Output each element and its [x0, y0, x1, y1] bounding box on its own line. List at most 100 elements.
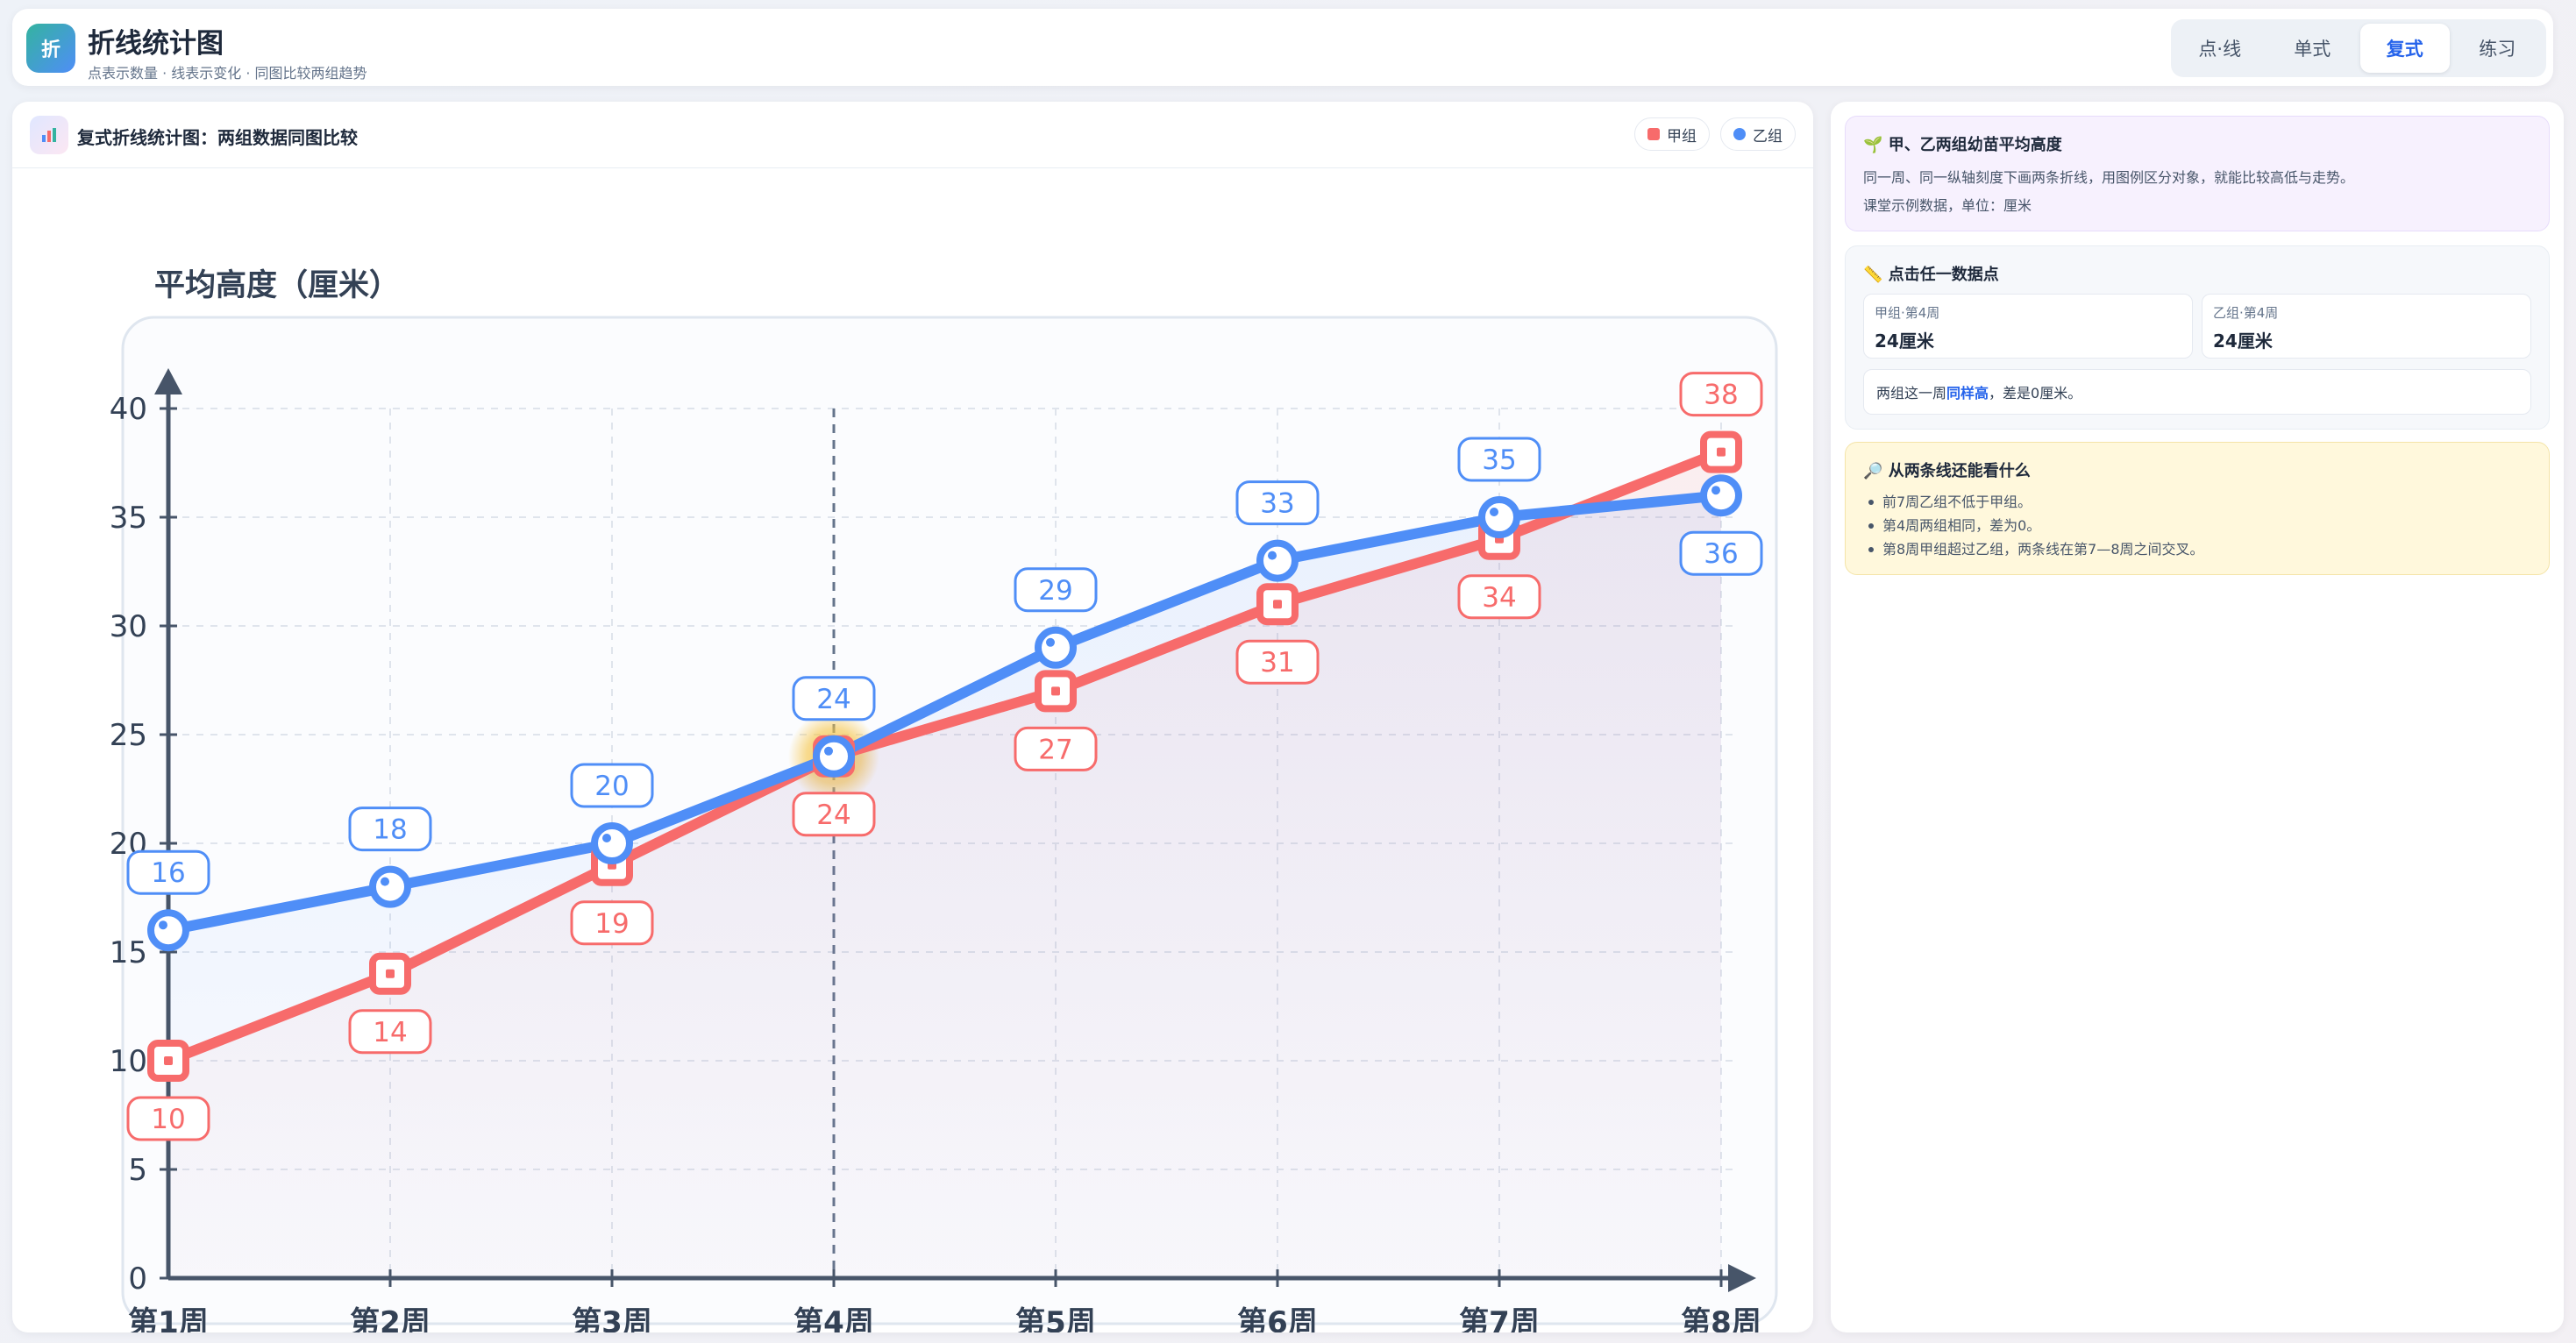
- data-label: 24: [816, 799, 850, 831]
- legend: 甲组 乙组: [1634, 117, 1796, 151]
- circle-marker-icon: [1733, 128, 1746, 140]
- tab-point-line[interactable]: 点·线: [2198, 39, 2242, 60]
- intro-note: 课堂示例数据，单位：厘米: [1863, 197, 2032, 214]
- data-point-core: [1717, 447, 1726, 457]
- selection-card: 📏 点击任一数据点 甲组·第4周 24厘米 乙组·第4周 24厘米 两组这一周同…: [1845, 245, 2550, 430]
- data-label-box: [348, 1009, 432, 1055]
- data-point[interactable]: [1035, 626, 1077, 669]
- x-tick-label: 第2周: [350, 1305, 431, 1332]
- data-label-box: [1014, 567, 1098, 613]
- data-label: 27: [1038, 734, 1072, 765]
- x-tick-label: 第3周: [572, 1305, 652, 1332]
- app-subtitle: 点表示数量 · 线表示变化 · 同图比较两组趋势: [88, 65, 367, 82]
- app-title: 折线统计图: [88, 28, 224, 60]
- panel-header: 复式折线统计图：两组数据同图比较 甲组 乙组: [12, 102, 1813, 168]
- data-point-core: [1046, 637, 1055, 647]
- data-point-core: [824, 746, 833, 756]
- y-axis-arrow: [154, 368, 182, 394]
- tab-single[interactable]: 单式: [2294, 39, 2331, 60]
- x-tick-label: 第5周: [1015, 1305, 1096, 1332]
- data-point[interactable]: [147, 909, 189, 952]
- ruler-icon: 📏: [1863, 266, 1883, 284]
- data-label: 18: [373, 814, 407, 846]
- data-label: 36: [1704, 538, 1738, 570]
- data-label: 16: [151, 857, 185, 889]
- compare-result: 两组这一周 同样高 ，差是0厘米。: [1863, 369, 2531, 415]
- y-tick-label: 5: [128, 1153, 147, 1188]
- jia-value-label: 甲组·第4周: [1875, 305, 1940, 321]
- data-point-core: [1711, 486, 1720, 495]
- data-point[interactable]: [1478, 496, 1520, 538]
- series-line-yi: [163, 490, 1726, 936]
- y-tick-label: 10: [110, 1044, 147, 1079]
- side-panel: 🌱 甲、乙两组幼苗平均高度 同一周、同一纵轴刻度下画两条折线，用图例区分对象，就…: [1831, 102, 2564, 1332]
- data-label: 19: [594, 908, 629, 940]
- data-label-box: [570, 763, 654, 808]
- data-point-core: [602, 834, 611, 842]
- data-label-box: [792, 792, 876, 837]
- y-tick-label: 0: [128, 1261, 147, 1297]
- intro-title: 🌱 甲、乙两组幼苗平均高度: [1863, 136, 2062, 154]
- legend-label: 甲组: [1667, 127, 1697, 146]
- data-point-core: [1051, 686, 1060, 696]
- data-label: 29: [1038, 575, 1072, 607]
- yi-value-box: 乙组·第4周 24厘米: [2202, 294, 2531, 359]
- x-tick-label: 第6周: [1237, 1305, 1318, 1332]
- x-tick-label: 第4周: [793, 1305, 874, 1332]
- tab-practice[interactable]: 练习: [2479, 39, 2516, 60]
- x-tick-label: 第1周: [128, 1305, 209, 1332]
- data-label: 33: [1260, 488, 1294, 520]
- data-label: 14: [373, 1017, 407, 1048]
- series-line-jia: [163, 446, 1726, 1066]
- observations-list: 前7周乙组不低于甲组。 第4周两组相同，差为0。 第8周甲组超过乙组，两条线在第…: [1863, 490, 2531, 561]
- jia-value-box: 甲组·第4周 24厘米: [1863, 294, 2193, 359]
- data-label: 34: [1482, 582, 1516, 614]
- data-point-core: [159, 920, 167, 930]
- data-label-box: [1679, 372, 1763, 417]
- yi-value: 24厘米: [2213, 330, 2273, 352]
- data-label: 35: [1482, 444, 1516, 476]
- data-point-core: [1268, 551, 1277, 560]
- observations-title: 🔎 从两条线还能看什么: [1863, 462, 2031, 480]
- data-label-box: [1235, 639, 1320, 685]
- chart-icon: [30, 116, 68, 154]
- data-label-box: [1014, 726, 1098, 771]
- list-item: 第4周两组相同，差为0。: [1863, 514, 2531, 537]
- app-header: 折 折线统计图 点表示数量 · 线表示变化 · 同图比较两组趋势 点·线 单式 …: [12, 9, 2553, 86]
- data-point[interactable]: [369, 865, 411, 908]
- data-label-box: [1457, 574, 1541, 620]
- data-point[interactable]: [813, 735, 855, 778]
- data-label-box: [1679, 530, 1763, 576]
- selection-title: 📏 点击任一数据点: [1863, 266, 1999, 284]
- intro-text: 同一周、同一纵轴刻度下画两条折线，用图例区分对象，就能比较高低与走势。: [1863, 169, 2355, 186]
- data-label-box: [792, 676, 876, 721]
- data-point-core: [1490, 508, 1498, 516]
- data-label-box: [126, 849, 210, 895]
- compare-highlight: 同样高: [1946, 385, 1989, 401]
- data-point-core: [381, 877, 389, 886]
- data-point-core: [386, 969, 395, 978]
- x-tick-label: 第7周: [1459, 1305, 1540, 1332]
- y-tick-label: 30: [110, 609, 147, 644]
- mode-tabs: 点·线 单式 复式 练习: [2171, 19, 2546, 77]
- data-label: 24: [816, 684, 850, 715]
- data-label-box: [348, 807, 432, 852]
- data-label-box: [1457, 437, 1541, 482]
- jia-value: 24厘米: [1875, 330, 1934, 352]
- square-marker-icon: [1647, 128, 1660, 140]
- y-tick-label: 25: [110, 718, 147, 753]
- data-point[interactable]: [591, 822, 633, 864]
- data-label: 38: [1704, 380, 1738, 411]
- selection-values: 甲组·第4周 24厘米 乙组·第4周 24厘米: [1863, 294, 2531, 359]
- legend-item-yi[interactable]: 乙组: [1720, 117, 1796, 151]
- y-tick-label: 15: [110, 935, 147, 970]
- series-area: [168, 495, 1721, 1278]
- yi-value-label: 乙组·第4周: [2213, 305, 2279, 321]
- data-label-box: [1235, 480, 1320, 526]
- data-point[interactable]: [1256, 539, 1299, 582]
- data-label-box: [126, 1096, 210, 1141]
- observations-card: 🔎 从两条线还能看什么 前7周乙组不低于甲组。 第4周两组相同，差为0。 第8周…: [1845, 442, 2550, 575]
- tab-compound[interactable]: 复式: [2360, 24, 2450, 73]
- legend-item-jia[interactable]: 甲组: [1634, 117, 1710, 151]
- data-point[interactable]: [1700, 474, 1742, 517]
